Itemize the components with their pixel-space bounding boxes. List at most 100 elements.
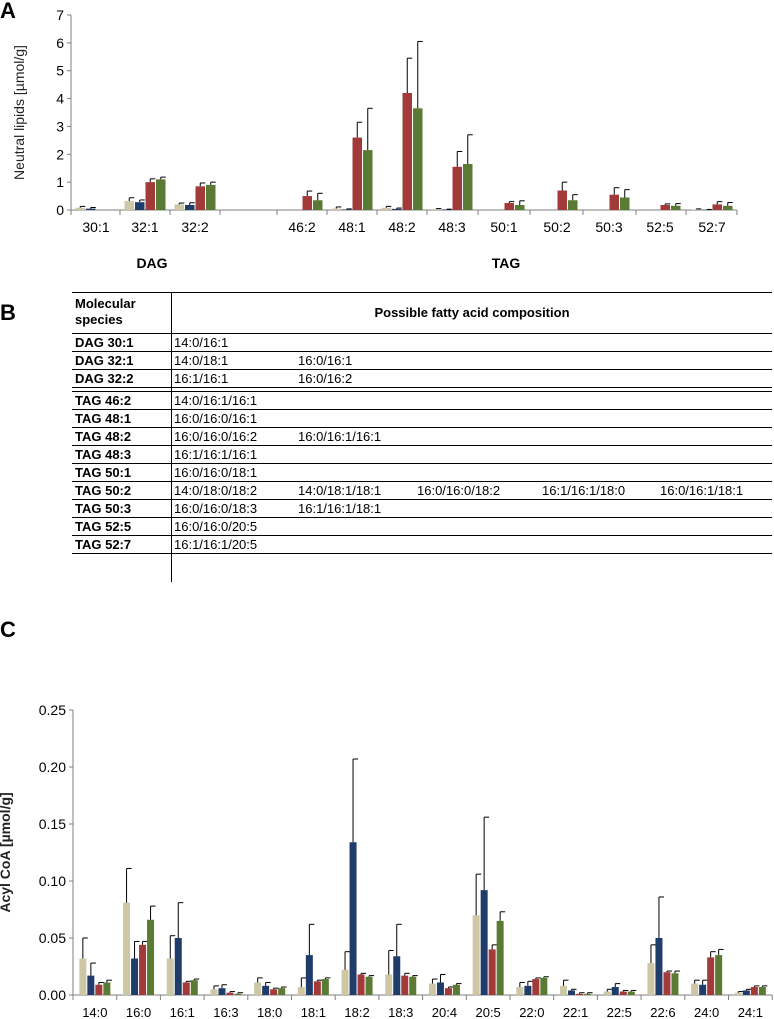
species-cell: TAG 50:3 <box>75 501 132 516</box>
header-fatty-acid-composition: Possible fatty acid composition <box>374 305 570 320</box>
fatty-acid-composition-cell: 16:0/16:0/18:1 <box>174 465 258 480</box>
species-cell: TAG 48:3 <box>75 447 132 462</box>
table-row: TAG 48:3 16:1/16:1/16:1 <box>72 446 772 464</box>
fatty-acid-composition-cell: 16:1/16:1/20:5 <box>174 537 258 552</box>
y-tick-label: 0.10 <box>39 873 66 889</box>
bar <box>557 190 567 210</box>
y-tick-label: 1 <box>56 174 64 190</box>
y-axis-title: Acyl CoA [µmol/g] <box>0 792 13 912</box>
fatty-acid-composition-cell: 16:0/16:1 <box>298 353 353 368</box>
x-tick-label: 14:0 <box>82 1005 107 1019</box>
bar <box>691 209 701 210</box>
species-cell: DAG 32:1 <box>75 353 134 368</box>
table-row: TAG 52:5 16:0/16:0/20:5 <box>72 518 772 536</box>
bar <box>182 982 190 995</box>
table-row: TAG 48:1 16:0/16:0/16:1 <box>72 410 772 428</box>
y-tick-label: 3 <box>56 118 64 134</box>
fatty-acid-composition-cell: 16:0/16:1/16:1 <box>298 429 382 444</box>
species-cell: TAG 52:5 <box>75 519 132 534</box>
bar <box>313 200 323 210</box>
fatty-acid-composition-cell: 16:0/16:0/16:1 <box>174 411 258 426</box>
bar <box>620 197 630 210</box>
fatty-acid-composition-cell: 16:0/16:0/20:5 <box>174 519 258 534</box>
fatty-acid-composition-cell: 16:1/16:1/16:1 <box>174 447 258 462</box>
y-tick-label: 2 <box>56 146 64 162</box>
y-tick-label: 7 <box>56 7 64 23</box>
bar <box>742 990 750 995</box>
bar <box>135 202 145 210</box>
bar <box>431 209 441 210</box>
bar <box>87 975 95 995</box>
bar <box>504 203 514 210</box>
bar <box>660 204 670 210</box>
x-tick-label: 32:2 <box>181 219 208 235</box>
fatty-acid-composition-cell: 16:1/16:1 <box>174 371 229 386</box>
group-label: TAG <box>492 255 521 271</box>
table-column-divider <box>171 292 172 582</box>
species-cell: DAG 32:2 <box>75 371 134 386</box>
bar <box>402 93 412 210</box>
bar <box>190 980 198 995</box>
bar <box>723 205 733 210</box>
bar <box>195 186 205 210</box>
bar <box>147 919 155 995</box>
x-tick-label: 16:1 <box>170 1005 195 1019</box>
fatty-acid-composition-cell: 16:1/16:1/18:1 <box>298 501 382 516</box>
y-tick-label: 0.25 <box>39 702 66 718</box>
bar <box>218 988 226 995</box>
bar <box>576 993 584 995</box>
fatty-acid-composition-cell: 14:0/18:0/18:2 <box>174 483 258 498</box>
bar <box>619 991 627 995</box>
x-tick-label: 20:4 <box>432 1005 457 1019</box>
bar <box>655 938 663 995</box>
bar <box>86 208 96 210</box>
bar <box>124 201 134 210</box>
bar <box>568 990 576 995</box>
bar <box>699 984 707 995</box>
y-tick-label: 0.05 <box>39 930 66 946</box>
x-tick-label: 52:7 <box>698 219 725 235</box>
bar <box>515 204 525 210</box>
x-tick-label: 18:1 <box>301 1005 326 1019</box>
bar <box>532 979 540 995</box>
x-tick-label: 48:3 <box>438 219 465 235</box>
bar <box>321 979 329 995</box>
bar <box>413 108 423 210</box>
table-row: TAG 50:2 14:0/18:0/18:2 14:0/18:1/18:1 16:0… <box>72 482 772 500</box>
bar <box>516 987 524 995</box>
table-row: TAG 48:2 16:0/16:0/16:2 16:0/16:1/16:1 <box>72 428 772 446</box>
bar <box>524 985 532 995</box>
table-row: DAG 30:1 14:0/16:1 <box>72 334 772 352</box>
panel-label-c: C <box>0 617 16 642</box>
y-tick-label: 0.00 <box>39 987 66 1003</box>
bar <box>166 958 174 995</box>
species-cell: TAG 52:7 <box>75 537 132 552</box>
bar <box>671 205 681 210</box>
bar <box>444 988 452 995</box>
x-tick-label: 16:3 <box>213 1005 238 1019</box>
bar <box>145 182 155 210</box>
x-tick-label: 32:1 <box>131 219 158 235</box>
x-tick-label: 18:3 <box>388 1005 413 1019</box>
x-tick-label: 50:1 <box>490 219 517 235</box>
x-tick-label: 48:1 <box>338 219 365 235</box>
bar <box>560 985 568 995</box>
x-tick-label: 22:1 <box>563 1005 588 1019</box>
bar <box>442 209 452 210</box>
bar <box>297 987 305 995</box>
panel-label-a: A <box>0 0 16 23</box>
bar <box>691 983 699 995</box>
x-tick-label: 50:3 <box>595 219 622 235</box>
table-row: TAG 50:1 16:0/16:0/18:1 <box>72 464 772 482</box>
bar <box>540 977 548 995</box>
x-tick-label: 24:0 <box>694 1005 719 1019</box>
table-header: Molecular species Possible fatty acid co… <box>72 292 772 334</box>
bar <box>234 993 242 995</box>
bar <box>734 992 742 995</box>
bar <box>758 987 766 995</box>
species-cell: DAG 30:1 <box>75 335 134 350</box>
x-tick-label: 46:2 <box>288 219 315 235</box>
bar <box>409 976 417 995</box>
x-tick-label: 22:6 <box>650 1005 675 1019</box>
bar <box>185 204 195 210</box>
